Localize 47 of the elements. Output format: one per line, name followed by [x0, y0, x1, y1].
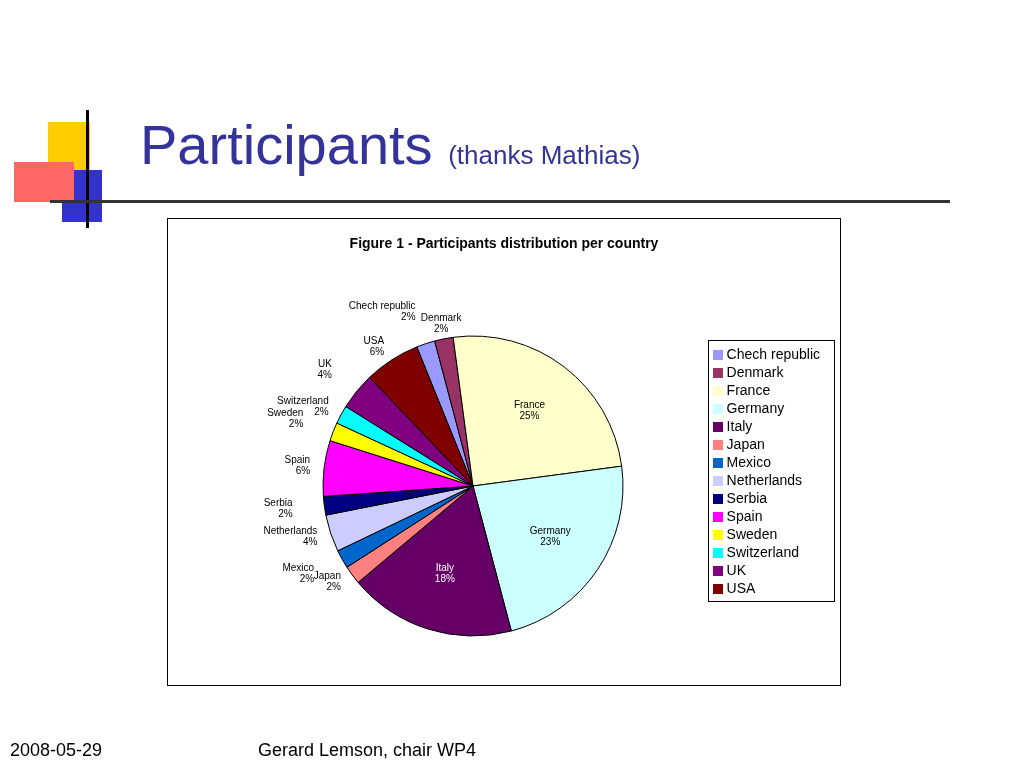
- text: (thanks Mathias): [448, 140, 641, 170]
- legend-label: USA: [726, 580, 756, 596]
- legend-label: Mexico: [726, 454, 771, 470]
- data-label: 18%: [434, 572, 455, 584]
- data-label: 23%: [540, 535, 561, 547]
- slice-label: UK: [318, 357, 333, 369]
- data-label: 6%: [295, 464, 311, 476]
- legend-label: Japan: [726, 436, 765, 452]
- legend-label: Chech republic: [726, 346, 820, 362]
- data-label: 2%: [314, 406, 329, 417]
- legend-label: Netherlands: [726, 472, 803, 488]
- legend-label: Serbia: [726, 490, 768, 506]
- slice-label: Netherlands: [263, 524, 318, 536]
- data-label: 2%: [299, 572, 315, 584]
- slice-label: France: [513, 399, 546, 411]
- legend-label: Spain: [726, 508, 763, 524]
- slice-label: Germany: [529, 524, 571, 536]
- data-label: 25%: [519, 410, 540, 422]
- data-label: 4%: [317, 368, 333, 380]
- slice-label: Serbia: [263, 497, 294, 509]
- text: 2008-05-29: [10, 740, 103, 761]
- legend-label: UK: [726, 562, 747, 578]
- slice-label: Chech republic: [348, 300, 416, 312]
- text: Gerard Lemson, chair WP4: [258, 740, 477, 761]
- data-label: 2%: [401, 311, 416, 323]
- data-label: 6%: [369, 346, 385, 358]
- slice-label: Mexico: [282, 561, 315, 573]
- data-label: 2%: [326, 581, 342, 593]
- legend-label: Denmark: [726, 364, 784, 380]
- legend-label: Italy: [726, 418, 753, 434]
- data-label: 2%: [288, 418, 304, 430]
- slice-label: USA: [363, 335, 385, 347]
- data-label: 2%: [433, 323, 449, 335]
- legend-label: Switzerland: [726, 544, 799, 560]
- slice-label: Italy: [435, 561, 455, 573]
- slice-label: Sweden: [267, 407, 304, 419]
- data-label: 4%: [302, 535, 318, 547]
- data-label: 2%: [278, 508, 293, 520]
- slice-label: Denmark: [420, 312, 463, 324]
- text: Participants: [140, 113, 433, 176]
- legend-label: Sweden: [726, 526, 778, 542]
- slice-label: Switzerland: [277, 395, 329, 406]
- chart-title: Figure 1 - Participants distribution per country: [348, 235, 660, 253]
- slice-label: Japan: [313, 570, 341, 582]
- slice-label: Spain: [284, 453, 311, 465]
- legend-label: Germany: [726, 400, 785, 416]
- legend-label: France: [726, 382, 771, 398]
